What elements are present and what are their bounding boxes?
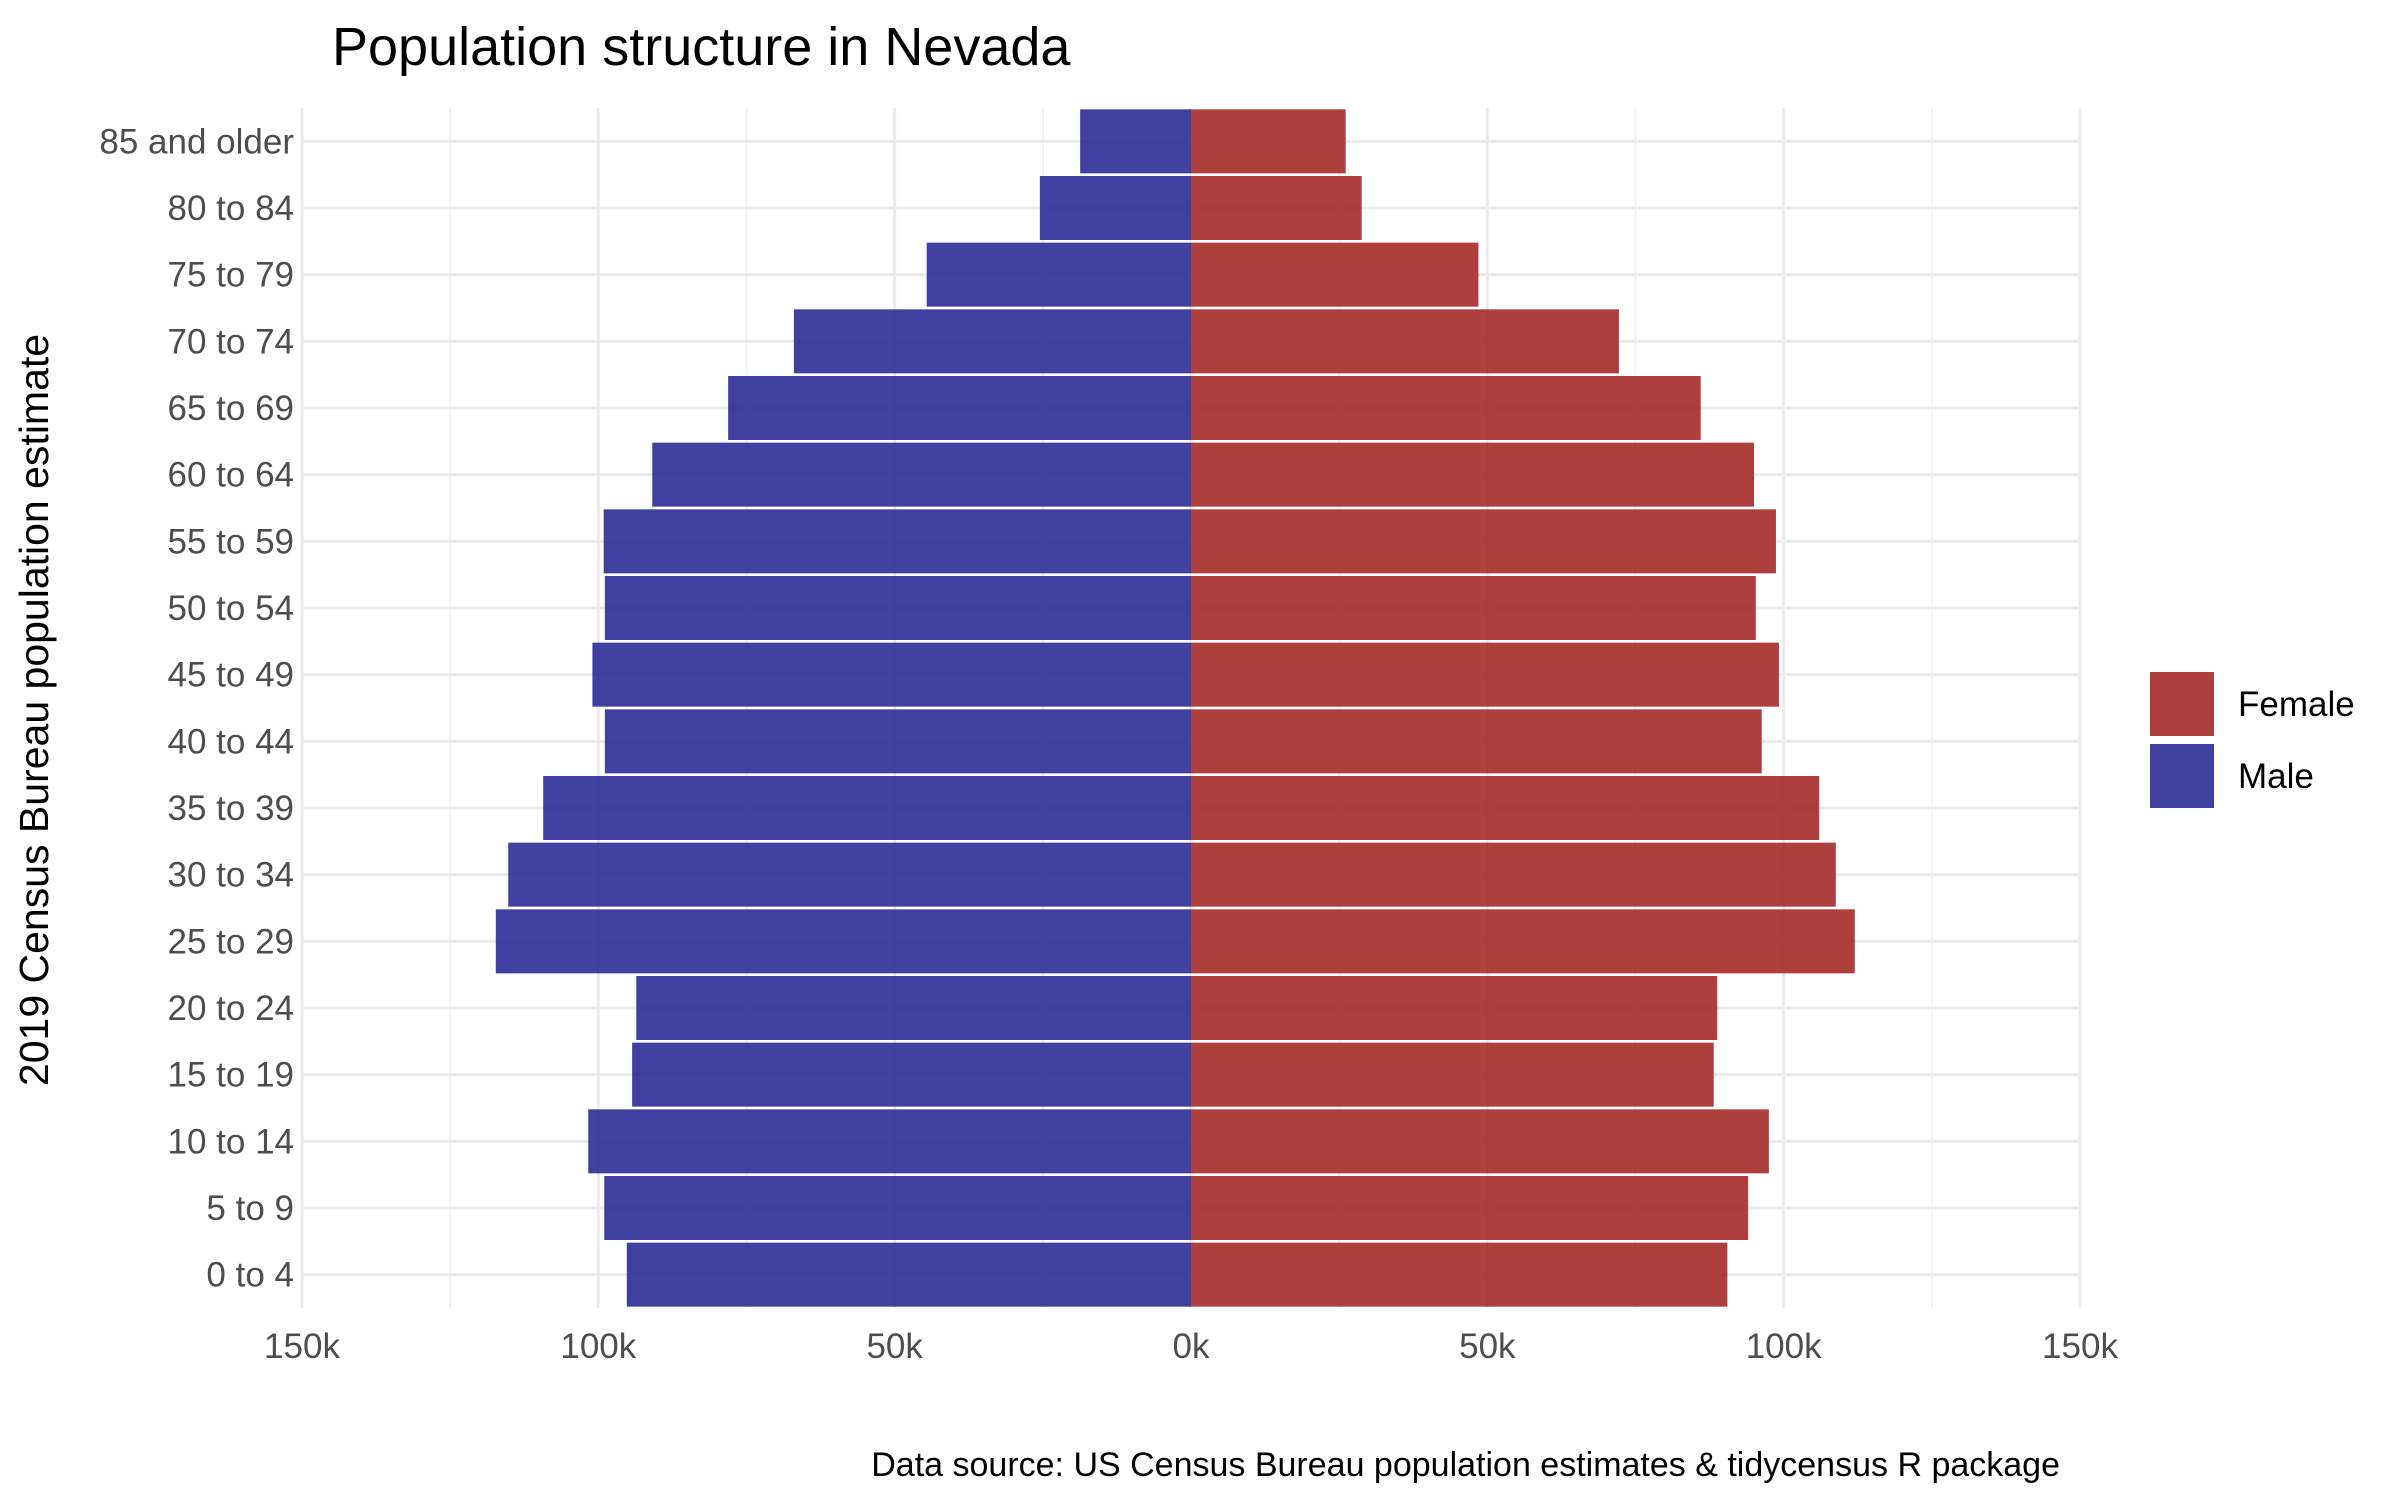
legend-label-female: Female [2238, 685, 2355, 724]
bar-female-4 [1191, 976, 1718, 1040]
bar-female-0 [1191, 1242, 1728, 1307]
bar-male-9 [592, 642, 1191, 707]
bar-male-15 [926, 242, 1191, 307]
y-tick-label-11: 55 to 59 [168, 522, 295, 561]
bar-male-17 [1080, 109, 1191, 174]
bar-female-11 [1191, 509, 1776, 574]
bar-female-12 [1191, 442, 1755, 507]
bar-male-11 [603, 509, 1191, 574]
legend-swatch-male [2150, 744, 2214, 808]
bar-female-16 [1191, 176, 1362, 240]
bar-male-5 [495, 909, 1191, 974]
y-tick-label-9: 45 to 49 [168, 656, 295, 695]
chart-caption: Data source: US Census Bureau population… [871, 1446, 2060, 1484]
bar-layer [495, 109, 1855, 1307]
bar-male-1 [604, 1176, 1191, 1240]
bar-male-7 [543, 776, 1191, 840]
y-tick-label-14: 70 to 74 [168, 322, 295, 361]
bar-male-12 [652, 442, 1191, 507]
y-tick-label-17: 85 and older [99, 122, 294, 161]
y-tick-label-7: 35 to 39 [168, 789, 295, 828]
y-tick-label-6: 30 to 34 [168, 856, 295, 895]
y-tick-label-12: 60 to 64 [168, 456, 295, 495]
chart-title: Population structure in Nevada [332, 17, 1071, 77]
y-axis-title: 2019 Census Bureau population estimate [11, 334, 57, 1086]
bar-female-9 [1191, 642, 1779, 707]
y-tick-label-1: 5 to 9 [206, 1189, 294, 1228]
bar-female-5 [1191, 909, 1855, 974]
x-tick-label-4: 50k [1459, 1327, 1516, 1366]
y-tick-label-10: 50 to 54 [168, 589, 295, 628]
bar-female-6 [1191, 842, 1836, 907]
x-tick-label-3: 0k [1173, 1327, 1210, 1366]
y-tick-label-8: 40 to 44 [168, 722, 295, 761]
y-tick-label-2: 10 to 14 [168, 1122, 295, 1161]
legend: Female Male [2150, 672, 2355, 808]
bar-male-10 [604, 576, 1191, 640]
bar-female-17 [1191, 109, 1346, 174]
bar-female-2 [1191, 1109, 1769, 1174]
bar-male-8 [604, 709, 1191, 774]
y-tick-label-15: 75 to 79 [168, 256, 295, 295]
tick-layer: 0 to 4 5 to 9 10 to 14 15 to 19 20 to 24 25 t… [99, 122, 2118, 1366]
x-tick-label-6: 150k [2042, 1327, 2118, 1366]
bar-female-13 [1191, 376, 1701, 440]
legend-swatch-female [2150, 672, 2214, 736]
x-tick-label-2: 50k [866, 1327, 923, 1366]
bar-female-15 [1191, 242, 1479, 307]
bar-female-8 [1191, 709, 1762, 774]
bar-male-4 [636, 976, 1191, 1040]
y-tick-label-0: 0 to 4 [206, 1256, 294, 1295]
bar-female-7 [1191, 776, 1820, 840]
bar-male-16 [1039, 176, 1191, 240]
y-tick-label-4: 20 to 24 [168, 989, 295, 1028]
legend-label-male: Male [2238, 757, 2314, 796]
x-tick-label-1: 100k [560, 1327, 636, 1366]
bar-female-3 [1191, 1042, 1714, 1107]
bar-female-10 [1191, 576, 1756, 640]
x-tick-label-0: 150k [264, 1327, 340, 1366]
y-tick-label-16: 80 to 84 [168, 189, 295, 228]
bar-male-3 [632, 1042, 1191, 1107]
x-tick-label-5: 100k [1746, 1327, 1822, 1366]
bar-male-13 [728, 376, 1191, 440]
bar-male-6 [508, 842, 1191, 907]
bar-male-2 [588, 1109, 1191, 1174]
bar-male-0 [626, 1242, 1191, 1307]
bar-male-14 [793, 309, 1191, 374]
bar-female-14 [1191, 309, 1619, 374]
y-tick-label-3: 15 to 19 [168, 1056, 295, 1095]
y-tick-label-5: 25 to 29 [168, 922, 295, 961]
bar-female-1 [1191, 1176, 1749, 1240]
y-tick-label-13: 65 to 69 [168, 389, 295, 428]
